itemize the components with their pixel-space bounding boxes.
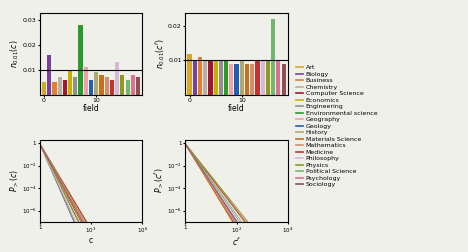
Bar [208,60,212,94]
Bar [282,64,286,94]
Bar [219,60,223,94]
Bar [99,75,103,94]
Bar [256,60,260,94]
Bar [84,67,88,94]
Bar [136,77,140,94]
Y-axis label: $n_{0.01}(c^f)$: $n_{0.01}(c^f)$ [153,38,167,69]
Bar [203,60,207,94]
X-axis label: $c^f$: $c^f$ [232,236,241,248]
X-axis label: c: c [89,236,93,245]
Bar [79,25,83,94]
Bar [68,70,72,94]
Legend: Art, Biology, Business, Chemistry, Computer Science, Economics, Engineering, Env: Art, Biology, Business, Chemistry, Compu… [296,65,377,187]
Bar [234,64,239,94]
Bar [120,75,124,94]
Bar [229,64,234,94]
X-axis label: field: field [228,105,245,113]
Bar [250,64,254,94]
Bar [261,60,265,94]
Bar [131,75,135,94]
Bar [63,80,67,94]
Bar [224,60,228,94]
Y-axis label: $P_{>}(c^f)$: $P_{>}(c^f)$ [153,168,166,194]
Bar [52,82,57,94]
Bar [125,80,130,94]
Bar [94,72,98,94]
Bar [110,80,114,94]
X-axis label: field: field [83,105,99,113]
Bar [198,57,202,94]
Y-axis label: $P_{>}(c)$: $P_{>}(c)$ [8,169,21,192]
Bar [58,77,62,94]
Bar [276,60,280,94]
Bar [213,60,218,94]
Bar [115,62,119,94]
Bar [193,60,197,94]
Bar [42,82,46,94]
Y-axis label: $n_{0.01}(c)$: $n_{0.01}(c)$ [9,39,21,68]
Bar [271,19,275,94]
Bar [73,77,77,94]
Bar [266,60,270,94]
Bar [89,80,93,94]
Bar [245,64,249,94]
Bar [47,55,51,94]
Bar [187,54,191,94]
Bar [105,77,109,94]
Bar [240,60,244,94]
